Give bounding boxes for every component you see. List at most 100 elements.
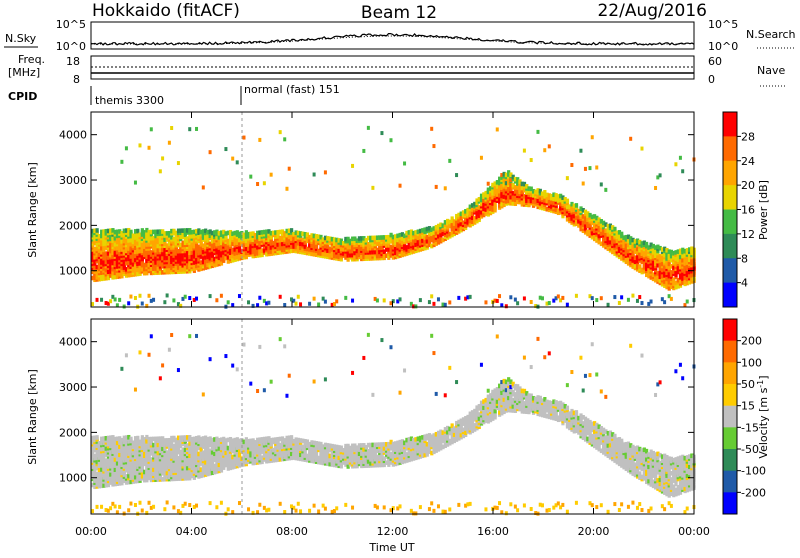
- velocity-echo-cell: [270, 380, 273, 384]
- power-echo-cell: [399, 184, 402, 188]
- power-echo-cell: [595, 298, 598, 302]
- power-echo-cell: [129, 295, 132, 299]
- power-echo-cell: [444, 186, 447, 190]
- velocity-echo-cell: [283, 510, 286, 514]
- velocity-echo-cell: [231, 364, 234, 368]
- power-echo-cell: [509, 295, 512, 299]
- power-colorbar-label: Power [dB]: [757, 180, 770, 240]
- power-echo-cell: [159, 169, 162, 173]
- power-y-label: Slant Range [km]: [26, 162, 39, 258]
- power-echo-cell: [317, 302, 320, 306]
- power-echo-cell: [324, 300, 327, 304]
- velocity-echo-cell: [168, 348, 171, 352]
- colorbar-segment: [723, 185, 737, 210]
- power-echo-cell: [654, 186, 657, 190]
- colorbar-tick-label: 4: [741, 277, 748, 290]
- velocity-echo-cell: [263, 388, 266, 392]
- velocity-echo-cell: [177, 368, 180, 372]
- velocity-echo-cell: [100, 505, 103, 509]
- power-echo-cell: [541, 296, 544, 300]
- power-echo-cell: [279, 130, 282, 134]
- velocity-echo-cell: [308, 509, 311, 513]
- power-echo-cell: [114, 297, 117, 301]
- power-echo-cell: [163, 300, 166, 304]
- velocity-echo-cell: [138, 501, 141, 505]
- power-echo-cell: [430, 294, 433, 298]
- power-echo-cell: [674, 162, 677, 166]
- power-echo-cell: [575, 203, 578, 208]
- velocity-echo-cell: [170, 333, 173, 337]
- velocity-echo-cell: [138, 350, 141, 354]
- power-echo-cell: [295, 302, 298, 306]
- velocity-echo-cell: [114, 504, 117, 508]
- power-echo-cell: [414, 304, 417, 308]
- power-echo-cell: [640, 147, 643, 151]
- y-tick-label: 4000: [59, 129, 87, 142]
- power-echo-cell: [591, 135, 594, 139]
- power-echo-cell: [389, 138, 392, 142]
- velocity-echo-cell: [220, 501, 223, 505]
- velocity-echo-cell: [313, 504, 316, 508]
- power-echo-cell: [152, 298, 155, 302]
- power-echo-cell: [134, 181, 137, 185]
- power-echo-cell: [484, 300, 487, 304]
- velocity-echo-cell: [129, 502, 132, 506]
- power-echo-cell: [403, 161, 406, 165]
- power-echo-cell: [134, 296, 137, 300]
- power-echo-cell: [177, 161, 180, 165]
- power-echo-cell: [351, 299, 354, 303]
- power-echo-cell: [120, 160, 123, 164]
- freq-left-tick-top: 18: [66, 55, 80, 68]
- power-echo-cell: [631, 294, 634, 298]
- power-echo-cell: [435, 185, 438, 189]
- power-echo-cell: [686, 300, 689, 304]
- freq-label-2: [MHz]: [8, 66, 40, 79]
- power-echo-cell: [582, 181, 585, 185]
- velocity-echo-cell: [247, 507, 250, 511]
- velocity-echo-cell: [152, 505, 155, 509]
- noise-sky-label: N.Sky: [5, 32, 37, 45]
- velocity-echo-cell: [134, 503, 137, 507]
- power-echo-cell: [202, 185, 205, 189]
- power-echo-cell: [514, 298, 517, 302]
- power-echo-cell: [566, 303, 569, 307]
- colorbar-segment: [723, 258, 737, 283]
- power-echo-cell: [570, 163, 573, 167]
- cpid-label: CPID: [8, 90, 37, 103]
- velocity-echo-cell: [141, 509, 144, 513]
- power-echo-cell: [399, 297, 402, 301]
- power-echo-cell: [380, 131, 383, 135]
- velocity-echo-cell: [297, 502, 300, 506]
- velocity-echo-cell: [125, 353, 128, 357]
- velocity-echo-cell: [209, 501, 212, 505]
- velocity-echo-cell: [243, 343, 246, 347]
- power-echo-cell: [267, 301, 270, 305]
- velocity-echo-cell: [120, 367, 123, 371]
- power-echo-cell: [227, 300, 230, 304]
- power-echo-cell: [638, 295, 641, 299]
- power-echo-cell: [469, 295, 472, 299]
- noise-left-tick-top: 10^5: [56, 18, 86, 31]
- power-echo-cell: [283, 137, 286, 141]
- power-echo-cell: [600, 296, 603, 300]
- velocity-echo-cell: [224, 354, 227, 358]
- velocity-echo-cell: [195, 504, 198, 508]
- power-echo-cell: [430, 127, 433, 131]
- power-echo-cell: [419, 298, 422, 302]
- power-echo-cell: [256, 182, 259, 186]
- noise-search-label: N.Search: [746, 28, 796, 41]
- power-echo-cell: [457, 296, 460, 300]
- power-echo-cell: [270, 173, 273, 177]
- power-echo-cell: [588, 166, 591, 170]
- power-echo-cell: [288, 167, 291, 171]
- power-echo-cell: [166, 293, 169, 297]
- power-echo-cell: [455, 173, 458, 177]
- velocity-echo-cell: [283, 344, 286, 348]
- power-echo-cell: [620, 295, 623, 299]
- velocity-echo-cell: [202, 392, 205, 396]
- power-echo-cell: [118, 298, 121, 302]
- colorbar-segment: [723, 234, 737, 259]
- noise-right-tick-top: 10^5: [708, 18, 738, 31]
- power-echo-cell: [444, 303, 447, 307]
